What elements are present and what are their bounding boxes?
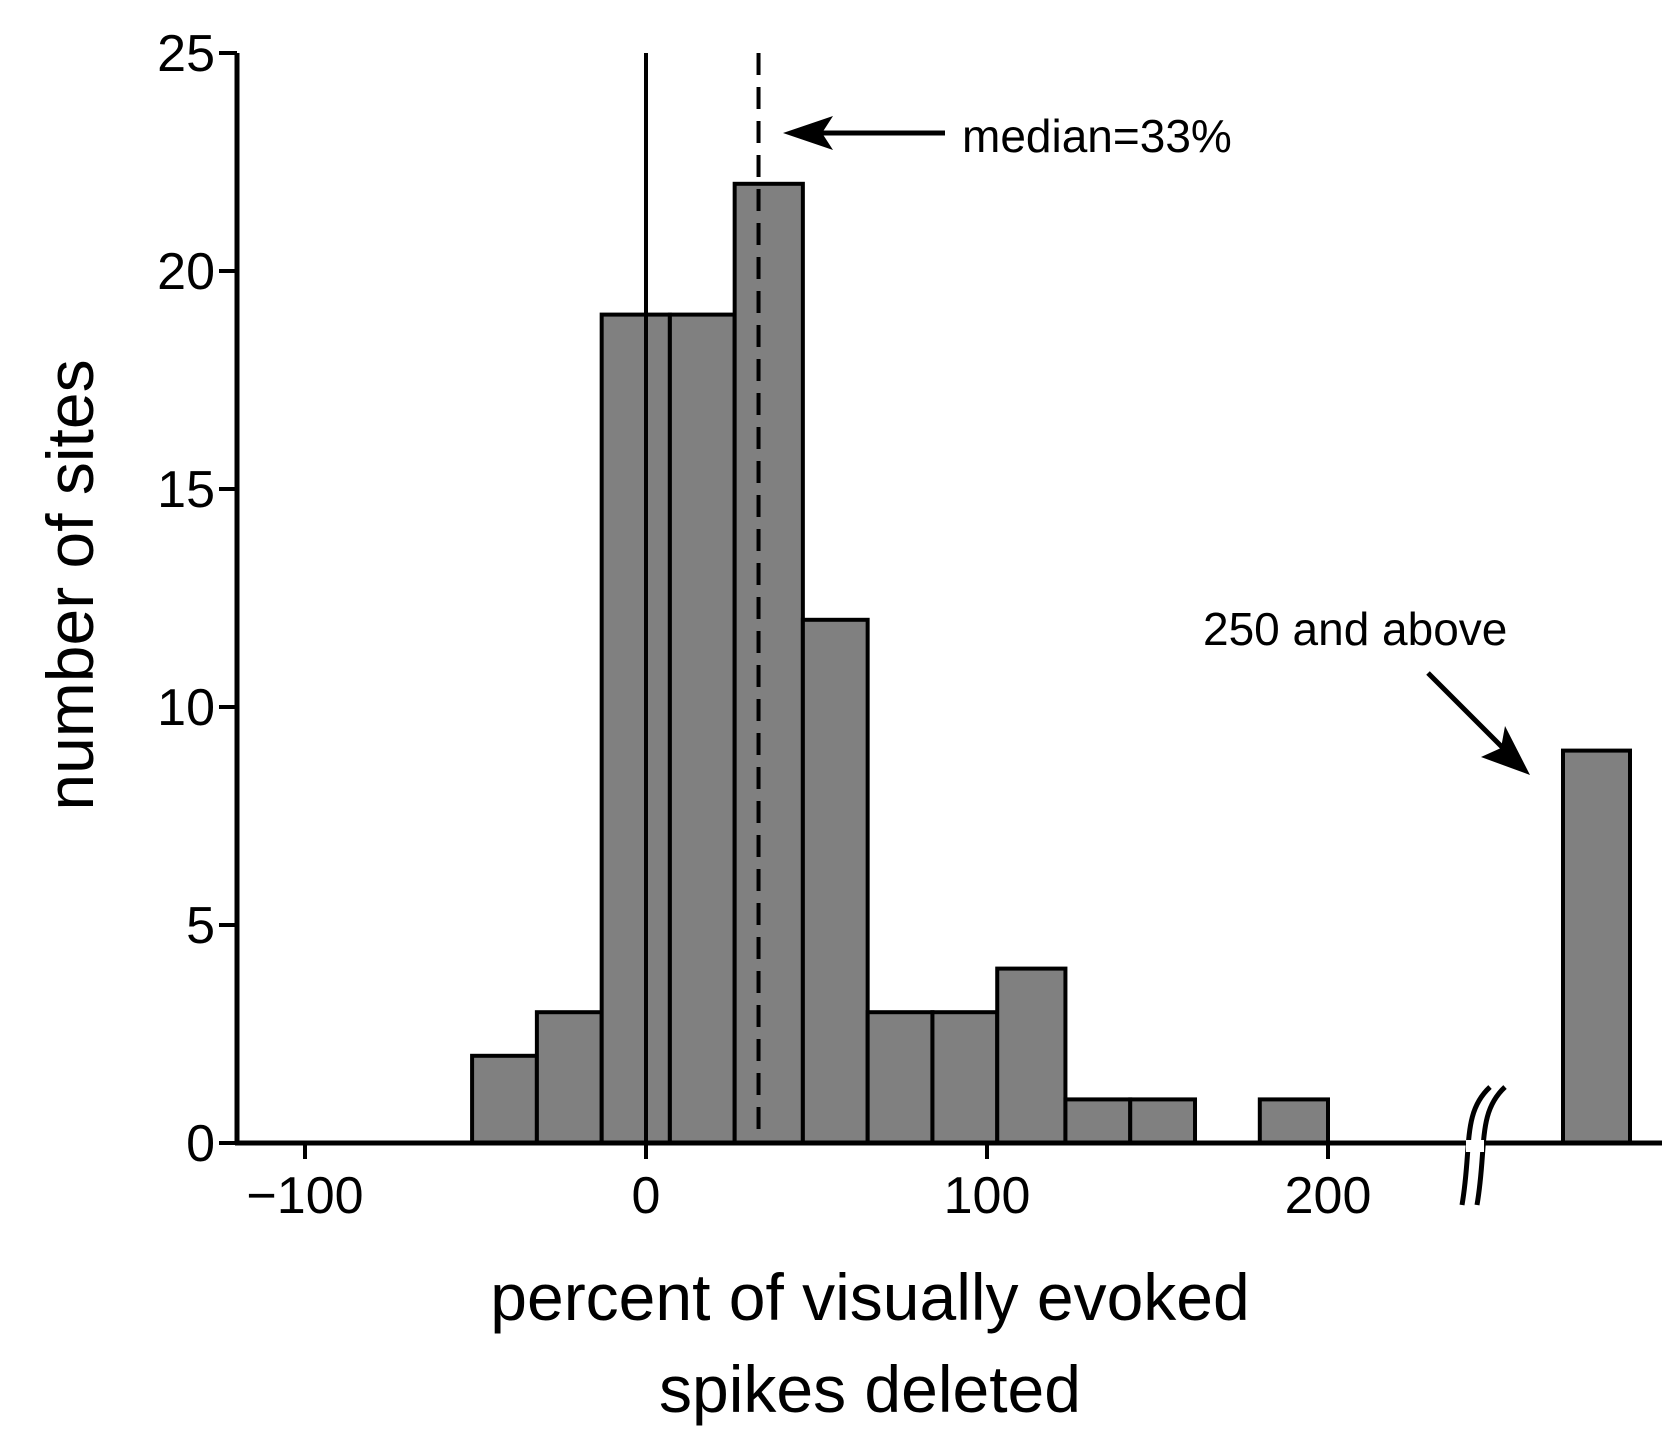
histogram-bar <box>995 966 1068 1145</box>
overflow-bar <box>1561 748 1632 1145</box>
histogram-bar <box>1128 1097 1198 1146</box>
histogram-bar <box>470 1053 539 1146</box>
overflow-label: 250 and above <box>1203 603 1507 655</box>
histogram-bar <box>930 1010 1000 1146</box>
overflow-annotation: 250 and above <box>1203 603 1530 775</box>
histogram-bar <box>534 1010 604 1146</box>
x-axis-ticks: −100 0 100 200 <box>246 1143 1371 1225</box>
axis-break-mark <box>1459 1085 1507 1206</box>
x-axis-title-line-2: spikes deleted <box>659 1352 1081 1426</box>
overflow-arrowhead <box>1481 726 1530 775</box>
x-tick-label: 200 <box>1285 1167 1372 1225</box>
median-label: median=33% <box>962 110 1232 162</box>
reference-lines-layer <box>644 53 761 1143</box>
y-tick-label: 15 <box>157 461 215 519</box>
histogram-bar <box>1063 1097 1133 1146</box>
histogram-bar <box>732 181 805 1146</box>
bars-layer <box>470 181 1632 1146</box>
y-tick-label: 20 <box>157 243 215 301</box>
y-tick-label: 10 <box>157 679 215 737</box>
histogram-bar <box>1257 1097 1331 1146</box>
y-tick-label: 0 <box>186 1115 215 1173</box>
histogram-bar <box>865 1010 935 1146</box>
x-tick-label: −100 <box>246 1167 363 1225</box>
median-arrowhead <box>783 116 833 150</box>
x-tick-label: 100 <box>944 1167 1031 1225</box>
y-tick-label: 5 <box>186 897 215 955</box>
y-tick-label: 25 <box>157 25 215 83</box>
overflow-arrow-shaft <box>1426 671 1507 752</box>
y-axis-title: number of sites <box>33 359 107 810</box>
histogram-bar <box>800 617 870 1145</box>
histogram-bar <box>599 312 672 1146</box>
histogram-bar <box>667 312 737 1146</box>
median-annotation: median=33% <box>783 110 1232 162</box>
x-tick-label: 0 <box>632 1167 661 1225</box>
y-axis-ticks: 0 5 10 15 20 25 <box>157 25 237 1173</box>
x-axis-title-line-1: percent of visually evoked <box>490 1260 1249 1334</box>
